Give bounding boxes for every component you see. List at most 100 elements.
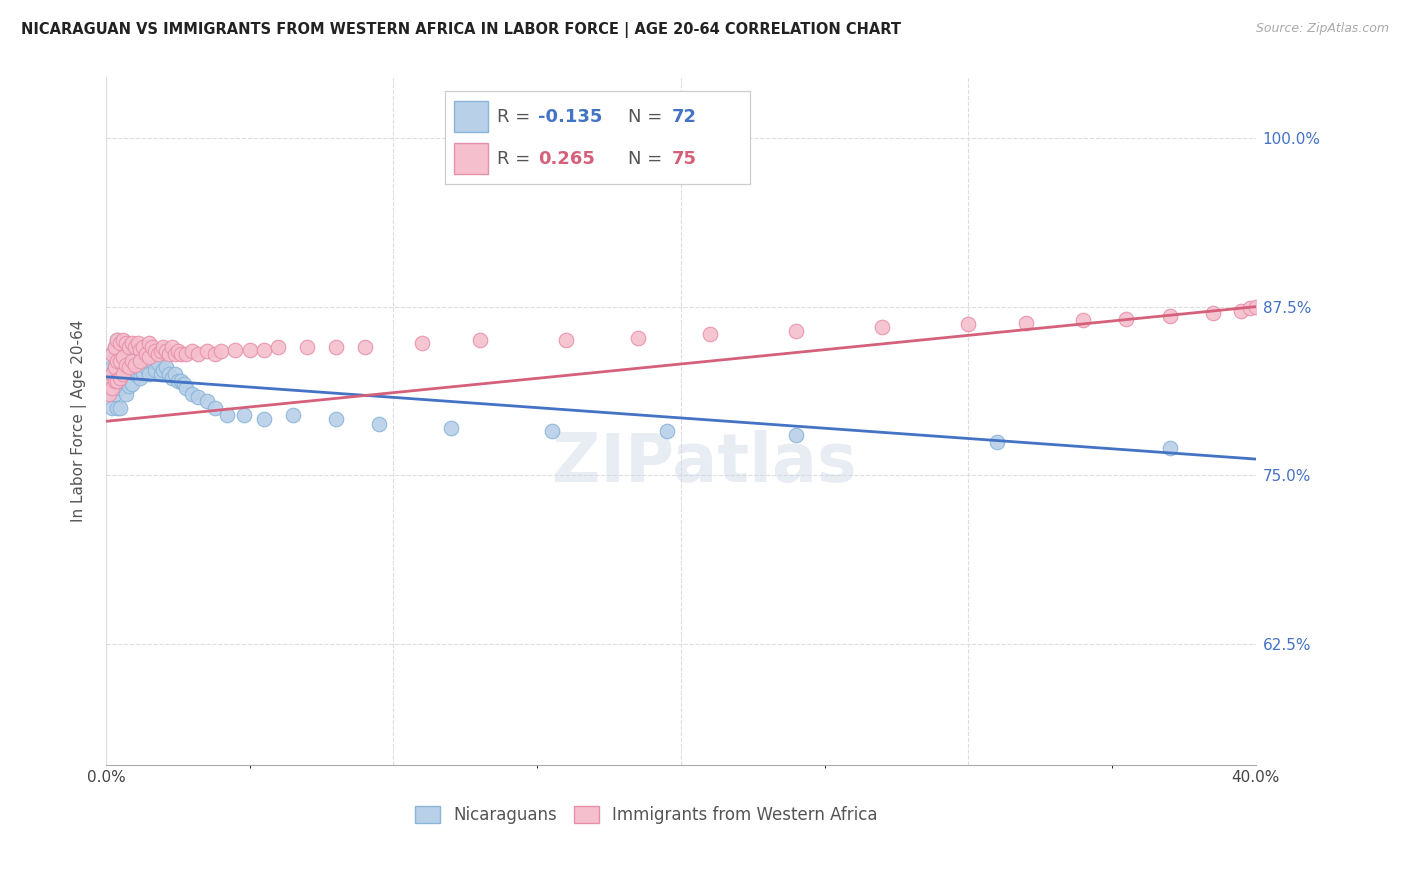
Point	[1230, 303, 1253, 318]
Point	[110, 401, 132, 415]
Point	[152, 340, 174, 354]
Point	[112, 367, 135, 381]
Point	[129, 371, 152, 385]
Point	[124, 367, 146, 381]
Point	[121, 376, 143, 391]
Point	[107, 374, 129, 388]
Point	[181, 344, 204, 359]
Point	[157, 347, 180, 361]
Point	[118, 340, 141, 354]
Point	[135, 360, 157, 375]
Point	[176, 347, 198, 361]
Point	[468, 334, 491, 348]
Point	[124, 340, 146, 354]
Point	[325, 340, 347, 354]
Point	[141, 353, 163, 368]
Point	[124, 358, 146, 372]
Point	[1115, 311, 1137, 326]
Point	[143, 344, 166, 359]
Point	[127, 367, 149, 381]
Point	[224, 343, 246, 357]
Point	[110, 371, 132, 385]
Point	[253, 411, 276, 425]
Point	[325, 411, 347, 425]
Point	[163, 367, 186, 381]
Point	[138, 350, 160, 364]
Point	[157, 367, 180, 381]
Point	[233, 408, 256, 422]
Point	[115, 358, 138, 372]
Point	[118, 379, 141, 393]
Point	[166, 344, 188, 359]
Point	[870, 319, 893, 334]
Point	[112, 340, 135, 354]
Point	[118, 360, 141, 375]
Point	[135, 347, 157, 361]
Point	[107, 334, 129, 348]
Point	[121, 353, 143, 368]
Point	[112, 334, 135, 348]
Point	[353, 340, 375, 354]
Point	[118, 363, 141, 377]
Point	[368, 417, 391, 431]
Point	[110, 381, 132, 395]
Point	[176, 381, 198, 395]
Point	[104, 387, 127, 401]
Point	[118, 347, 141, 361]
Point	[121, 336, 143, 351]
Point	[100, 347, 122, 361]
Point	[115, 336, 138, 351]
Point	[100, 367, 122, 381]
Point	[97, 367, 120, 381]
Point	[1159, 309, 1181, 323]
Point	[132, 366, 155, 380]
Point	[1015, 316, 1038, 330]
Point	[170, 347, 193, 361]
Point	[100, 401, 122, 415]
Point	[110, 353, 132, 368]
Point	[127, 336, 149, 351]
Point	[785, 427, 807, 442]
Point	[138, 347, 160, 361]
Point	[100, 360, 122, 375]
Point	[127, 347, 149, 361]
Point	[554, 334, 576, 348]
Point	[195, 344, 218, 359]
Point	[107, 353, 129, 368]
Point	[138, 336, 160, 351]
Point	[173, 376, 195, 391]
Text: Source: ZipAtlas.com: Source: ZipAtlas.com	[1256, 22, 1389, 36]
Point	[107, 334, 129, 348]
Point	[129, 353, 152, 368]
Point	[655, 424, 678, 438]
Point	[440, 421, 463, 435]
Point	[1071, 313, 1094, 327]
Point	[295, 340, 318, 354]
Point	[699, 326, 721, 341]
Point	[152, 363, 174, 377]
Point	[215, 408, 238, 422]
Point	[115, 387, 138, 401]
Point	[1201, 306, 1223, 320]
Legend: Nicaraguans, Immigrants from Western Africa: Nicaraguans, Immigrants from Western Afr…	[406, 797, 886, 832]
Point	[239, 343, 262, 357]
Point	[132, 347, 155, 361]
Point	[124, 350, 146, 364]
Point	[104, 374, 127, 388]
Point	[112, 360, 135, 375]
Point	[143, 363, 166, 377]
Point	[100, 381, 122, 395]
Point	[97, 387, 120, 401]
Point	[115, 371, 138, 385]
Point	[129, 343, 152, 357]
Point	[627, 331, 650, 345]
Point	[281, 408, 304, 422]
Text: NICARAGUAN VS IMMIGRANTS FROM WESTERN AFRICA IN LABOR FORCE | AGE 20-64 CORRELAT: NICARAGUAN VS IMMIGRANTS FROM WESTERN AF…	[21, 22, 901, 38]
Point	[181, 387, 204, 401]
Point	[163, 347, 186, 361]
Point	[155, 360, 177, 375]
Point	[110, 336, 132, 351]
Point	[785, 324, 807, 338]
Point	[100, 381, 122, 395]
Point	[104, 360, 127, 375]
